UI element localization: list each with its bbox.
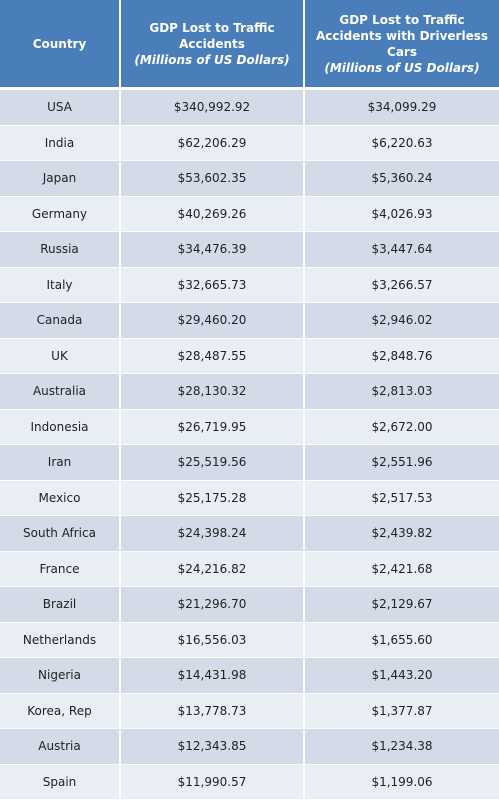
table-cell: $2,129.67 bbox=[305, 587, 499, 623]
table-cell: $12,343.85 bbox=[121, 729, 305, 765]
table-cell: $13,778.73 bbox=[121, 693, 305, 729]
table-cell: $1,199.06 bbox=[305, 764, 499, 800]
table-cell: Mexico bbox=[0, 480, 121, 516]
table-cell: Netherlands bbox=[0, 622, 121, 658]
table-cell: $29,460.20 bbox=[121, 303, 305, 339]
table-cell: $24,216.82 bbox=[121, 551, 305, 587]
header-unit: (Millions of US Dollars) bbox=[134, 52, 290, 67]
header-cell: Country bbox=[0, 0, 121, 90]
table-cell: Spain bbox=[0, 764, 121, 800]
table-cell: $2,551.96 bbox=[305, 445, 499, 481]
table-cell: $28,487.55 bbox=[121, 338, 305, 374]
table-cell: Canada bbox=[0, 303, 121, 339]
table-cell: Russia bbox=[0, 232, 121, 268]
table-cell: $2,848.76 bbox=[305, 338, 499, 374]
table-cell: $2,439.82 bbox=[305, 516, 499, 552]
table-cell: $5,360.24 bbox=[305, 161, 499, 197]
table-cell: $32,665.73 bbox=[121, 267, 305, 303]
table-cell: $2,946.02 bbox=[305, 303, 499, 339]
table-cell: $25,175.28 bbox=[121, 480, 305, 516]
table-cell: $34,476.39 bbox=[121, 232, 305, 268]
table-cell: $40,269.26 bbox=[121, 196, 305, 232]
table-cell: Nigeria bbox=[0, 658, 121, 694]
table-cell: $3,447.64 bbox=[305, 232, 499, 268]
table-cell: USA bbox=[0, 90, 121, 126]
table-cell: $4,026.93 bbox=[305, 196, 499, 232]
table-cell: Australia bbox=[0, 374, 121, 410]
table-cell: $25,519.56 bbox=[121, 445, 305, 481]
table-cell: $2,813.03 bbox=[305, 374, 499, 410]
table-cell: Japan bbox=[0, 161, 121, 197]
table-cell: $3,266.57 bbox=[305, 267, 499, 303]
header-title: Country bbox=[32, 36, 87, 51]
table-cell: $1,234.38 bbox=[305, 729, 499, 765]
table-cell: $26,719.95 bbox=[121, 409, 305, 445]
table-cell: $53,602.35 bbox=[121, 161, 305, 197]
table-cell: Germany bbox=[0, 196, 121, 232]
header-cell: GDP Lost to Traffic Accidents with Drive… bbox=[305, 0, 499, 90]
table-cell: $2,672.00 bbox=[305, 409, 499, 445]
table-cell: $14,431.98 bbox=[121, 658, 305, 694]
table-cell: $2,421.68 bbox=[305, 551, 499, 587]
table-cell: South Africa bbox=[0, 516, 121, 552]
header-title: GDP Lost to Traffic Accidents with Drive… bbox=[315, 12, 489, 59]
table-cell: $34,099.29 bbox=[305, 90, 499, 126]
table-cell: UK bbox=[0, 338, 121, 374]
table-cell: $1,655.60 bbox=[305, 622, 499, 658]
header-cell: GDP Lost to Traffic Accidents (Millions o… bbox=[121, 0, 305, 90]
table-cell: $1,377.87 bbox=[305, 693, 499, 729]
header-unit: (Millions of US Dollars) bbox=[324, 60, 480, 75]
table-cell: $11,990.57 bbox=[121, 764, 305, 800]
table-cell: Indonesia bbox=[0, 409, 121, 445]
table-cell: Brazil bbox=[0, 587, 121, 623]
table-cell: France bbox=[0, 551, 121, 587]
table-cell: $16,556.03 bbox=[121, 622, 305, 658]
table-cell: $24,398.24 bbox=[121, 516, 305, 552]
table-cell: $21,296.70 bbox=[121, 587, 305, 623]
table-cell: $340,992.92 bbox=[121, 90, 305, 126]
table-cell: Korea, Rep bbox=[0, 693, 121, 729]
table-cell: $6,220.63 bbox=[305, 125, 499, 161]
table-cell: $2,517.53 bbox=[305, 480, 499, 516]
table-cell: India bbox=[0, 125, 121, 161]
table-cell: Austria bbox=[0, 729, 121, 765]
table-cell: $62,206.29 bbox=[121, 125, 305, 161]
table-cell: Italy bbox=[0, 267, 121, 303]
header-title: GDP Lost to Traffic Accidents bbox=[149, 20, 275, 51]
table-cell: $1,443.20 bbox=[305, 658, 499, 694]
table-cell: Iran bbox=[0, 445, 121, 481]
table-cell: $28,130.32 bbox=[121, 374, 305, 410]
